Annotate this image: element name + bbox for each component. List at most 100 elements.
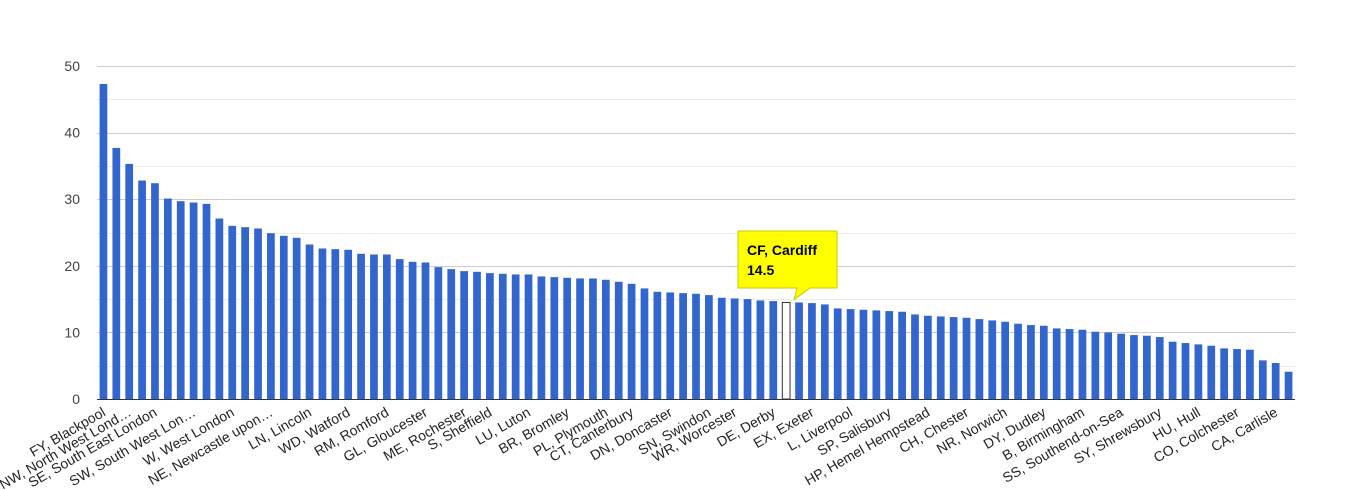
bar[interactable]: TA, Taunton: 10.5 [1065,329,1074,399]
bar[interactable]: SR, Sunderland: 17.6 [614,281,623,399]
bar[interactable]: N, North London: 37.7 [112,147,121,399]
bar[interactable]: BN, Brighton: 25.8 [241,227,250,399]
bar[interactable]: TW, Twickenham: 18.1 [589,278,597,399]
bar[interactable]: TS, Cleveland: 24.5 [279,235,288,399]
bar[interactable]: CF, Cardiff: 14.8 [756,300,765,399]
bar[interactable]: ME, Rochester: 19.2 [460,271,468,399]
bar[interactable]: E, East London: 32.8 [138,180,146,399]
bar[interactable]: NE, Newcastle upon Tyne: 24.9 [267,233,275,399]
bar[interactable]: IG, Ilford: 19.5 [447,269,456,399]
bar[interactable]: FY, Blackpool: 47.3 [99,83,108,400]
bar[interactable]: WF, Wakefield: 18.8 [498,273,507,399]
bar[interactable]: RH, Redhill: 8 [1207,345,1216,399]
bar[interactable]: NN, Northampton: 19.8 [434,267,443,399]
bar[interactable]: BL, Bolton: 12 [975,319,984,399]
bar[interactable]: CT, Canterbury: 17.3 [627,283,636,399]
bar[interactable]: TR, Truro: 29.7 [176,201,185,399]
bar[interactable]: LU, Luton: 18.7 [524,274,533,399]
bar[interactable]: SE, South East London: 32.4 [151,183,159,399]
bar[interactable]: WN, Wigan: 9.6 [1130,335,1138,399]
bar[interactable]: SO, Southampton: 21 [395,259,404,399]
bar[interactable]: GU, Guildford: 11.1 [1027,325,1035,399]
bar[interactable]: B, Birmingham: 10.4 [1078,329,1087,399]
y-tick-label: 30 [64,191,80,207]
tooltip-box [737,230,838,301]
bar[interactable]: SM, Sutton: 10.6 [1052,328,1061,399]
bar[interactable]: CA, Carlisle: 5.4 [1271,363,1280,399]
bar[interactable]: YO, York: 10.1 [1091,331,1100,399]
bar[interactable]: TN, Tonbridge: 14.2 [820,304,829,399]
bar[interactable]: W, West London: 26 [228,225,237,399]
bar[interactable]: PR, Preston: 13.1 [898,311,906,399]
bar[interactable]: OX, Oxford: 11.3 [1014,323,1022,399]
tooltip-category: CF, Cardiff [747,242,817,258]
bar[interactable]: BB, Blackburn: 15.9 [679,293,687,399]
bar[interactable]: LA, Lancaster: 15 [743,299,752,399]
bar[interactable]: DA, Dartford: 14.5 [781,301,791,400]
bar[interactable]: CV, Coventry: 10 [1104,332,1113,399]
bar[interactable]: WA, Warrington: 12.3 [949,317,958,399]
bar[interactable]: S, Sheffield: 18.9 [486,273,494,399]
bar[interactable]: HU, Hull: 8.2 [1194,344,1203,399]
bar[interactable]: OL, Oldham: 16.6 [640,288,649,399]
bar[interactable]: NW, North West London: 35.3 [125,163,134,399]
bar[interactable]: EC, Eastern Central London: 29.3 [202,203,211,399]
bar[interactable]: SS, Southend-on-Sea: 9.8 [1117,333,1125,399]
bar[interactable]: SY, Shrewsbury: 9.3 [1155,337,1164,399]
bar[interactable]: IP, Ipswich: 7.4 [1246,349,1254,399]
bar[interactable]: KT, Kingston upon Thames: 15.8 [692,293,700,399]
bar[interactable]: DN, Doncaster: 16 [666,292,675,399]
bar[interactable]: EX, Exeter: 14.4 [808,303,816,399]
bar[interactable]: HA, Harrow: 22.5 [331,249,340,399]
bar[interactable]: PE, Peterborough: 8.4 [1181,343,1190,399]
bar[interactable]: SL, Slough: 5.8 [1258,360,1267,399]
y-tick-label: 20 [64,258,80,274]
bar[interactable]: L, Liverpool: 13.5 [846,309,855,399]
bar[interactable]: SN, Swindon: 15.6 [705,295,713,399]
bar[interactable]: LE, Leicester: 18.4 [537,276,546,399]
bar[interactable]: M, Manchester: 25.6 [254,228,262,399]
bar[interactable]: CR, Croydon: 15.2 [717,297,726,399]
bar[interactable]: TQ, Torquay: 21.8 [357,253,365,399]
bar[interactable]: HP, Hemel Hempstead: 12.5 [924,315,932,399]
bar[interactable]: AL, St Albans: 4.1 [1284,371,1293,399]
bar[interactable]: DE, Derby: 14.7 [769,301,778,399]
bar[interactable]: WR, Worcester: 15.1 [730,298,739,399]
bar[interactable]: BD, Bradford: 27.1 [215,218,224,399]
bar[interactable]: DT, Dorchester: 18.7 [511,274,520,399]
bar[interactable]: SP, Salisbury: 13.2 [885,311,894,399]
bar[interactable]: RM, Romford: 21.7 [382,254,391,399]
bar[interactable]: HX, Halifax: 13.4 [859,309,868,399]
bar[interactable]: ST, Stoke-on-Trent: 12.7 [911,314,919,399]
bar[interactable]: CH, Chester: 12.2 [962,317,971,399]
bar[interactable]: DL, Darlington: 11.8 [988,320,997,399]
bar[interactable]: BR, Bromley: 18.2 [563,277,572,399]
bar[interactable]: BH, Bournemouth: 20.6 [408,261,417,399]
bar[interactable]: HG, Harrogate: 14.5 [795,302,803,399]
bar[interactable]: WV, Wolverhampton: 8.6 [1168,341,1177,399]
bar[interactable]: LS, Leeds: 22.6 [318,248,327,399]
bar[interactable]: SW, South West London: 29.5 [189,202,198,399]
bar[interactable]: UB, Southall: 21.7 [370,254,378,399]
bar[interactable]: HD, Huddersfield: 18.1 [576,278,584,399]
y-tick-label: 50 [64,58,80,74]
bar[interactable]: GL, Gloucester: 20.5 [421,262,430,399]
bar[interactable]: PO, Portsmouth: 19.1 [473,271,481,399]
bar[interactable]: SG, Stevenage: 7.6 [1220,348,1229,399]
y-tick-label: 10 [64,324,80,340]
bar[interactable]: BA, Bath: 13.6 [833,308,842,399]
bars[interactable]: FY, Blackpool: 47.3 N, North London: 37.7… [99,83,1293,400]
bar[interactable]: DH, Durham: 12.4 [936,316,945,399]
bar[interactable]: NR, Norwich: 11.6 [1001,321,1010,399]
bar[interactable]: NP, Newport: 13.3 [872,310,881,399]
bar[interactable]: DY, Dudley: 11 [1039,325,1048,399]
bar[interactable]: WC, Western Central London: 30.1 [163,198,172,399]
bar[interactable]: WS, Walsall: 9.5 [1142,335,1151,399]
bar[interactable]: CM, Chelmsford: 16.1 [653,291,662,399]
bar[interactable]: WD, Watford: 22.4 [344,249,353,399]
bar[interactable]: NG, Nottingham: 24.2 [292,237,301,399]
bar[interactable]: CO, Colchester: 7.5 [1233,349,1241,399]
bar[interactable]: LN, Lincoln: 23.2 [305,244,314,399]
bar[interactable]: EN, Enfield: 18.3 [550,277,559,399]
bar[interactable]: PL, Plymouth: 17.9 [601,279,610,399]
